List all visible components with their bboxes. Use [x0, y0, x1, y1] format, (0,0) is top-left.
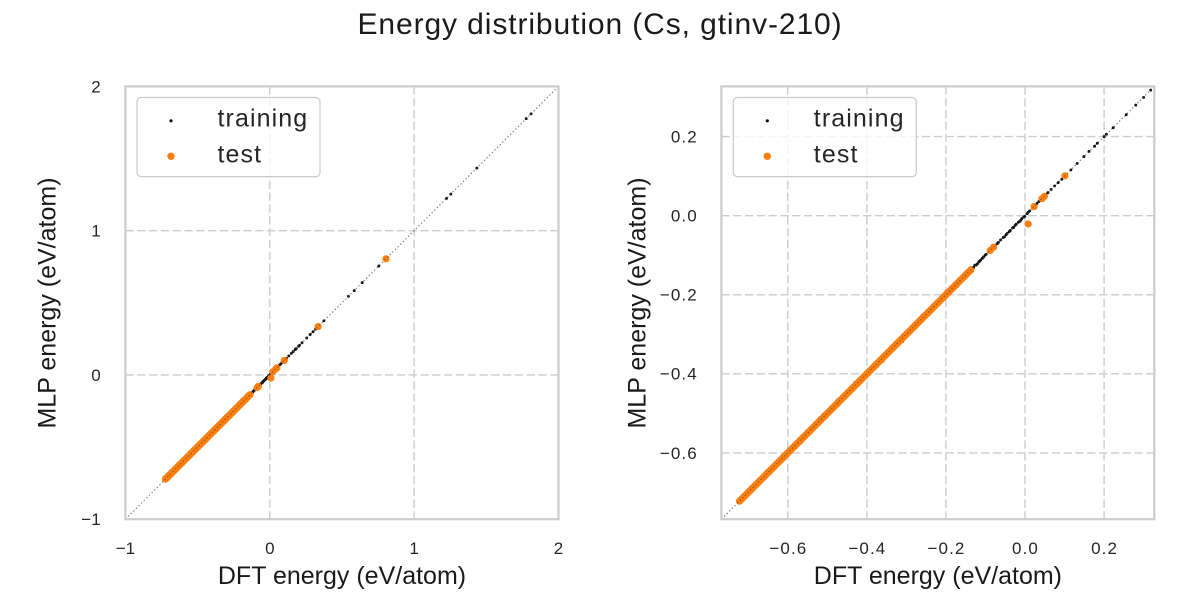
svg-text:MLP energy (eV/atom): MLP energy (eV/atom) — [33, 177, 61, 428]
svg-text:0.2: 0.2 — [671, 128, 698, 147]
svg-text:1: 1 — [91, 222, 100, 241]
svg-text:−1: −1 — [81, 510, 100, 529]
svg-text:−1: −1 — [116, 539, 135, 558]
svg-text:−0.4: −0.4 — [660, 365, 698, 384]
svg-text:−0.2: −0.2 — [660, 286, 698, 305]
svg-text:0.0: 0.0 — [1012, 539, 1039, 558]
svg-text:training: training — [218, 105, 309, 133]
svg-text:training: training — [814, 105, 905, 133]
svg-text:0.0: 0.0 — [671, 207, 698, 226]
svg-text:0: 0 — [265, 539, 274, 558]
svg-text:DFT energy (eV/atom): DFT energy (eV/atom) — [814, 562, 1062, 590]
svg-text:0: 0 — [91, 366, 100, 385]
svg-text:test: test — [218, 140, 263, 168]
svg-text:1: 1 — [409, 539, 418, 558]
svg-text:2: 2 — [554, 539, 563, 558]
svg-text:−0.2: −0.2 — [928, 539, 966, 558]
svg-text:−0.4: −0.4 — [848, 539, 886, 558]
svg-text:MLP energy (eV/atom): MLP energy (eV/atom) — [623, 177, 651, 428]
svg-text:−0.6: −0.6 — [660, 444, 698, 463]
svg-text:−0.6: −0.6 — [769, 539, 807, 558]
svg-text:2: 2 — [91, 77, 100, 96]
svg-text:DFT energy (eV/atom): DFT energy (eV/atom) — [218, 562, 466, 590]
svg-text:0.2: 0.2 — [1091, 539, 1118, 558]
svg-text:Energy distribution (Cs, gtinv: Energy distribution (Cs, gtinv-210) — [357, 8, 842, 41]
svg-text:test: test — [814, 140, 859, 168]
